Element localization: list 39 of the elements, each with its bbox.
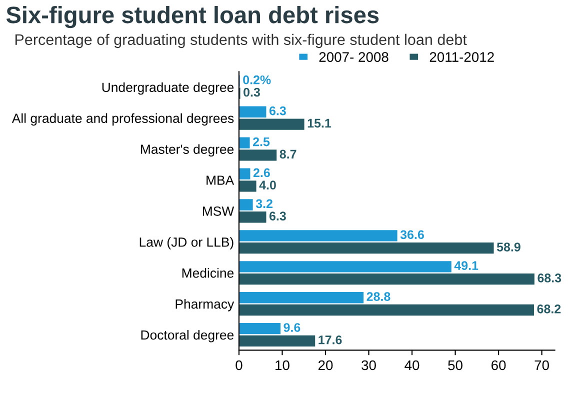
y-tick-label: Doctoral degree xyxy=(141,330,234,342)
x-tick-label: 10 xyxy=(276,360,290,370)
data-label: 2.5 xyxy=(253,137,270,146)
x-tick-label: 70 xyxy=(534,360,549,370)
x-tick-label: 40 xyxy=(404,360,420,370)
data-label: 36.6 xyxy=(400,230,424,240)
data-label: 28.8 xyxy=(366,292,390,301)
data-label: 68.2 xyxy=(537,304,561,314)
data-label: 0.2% xyxy=(243,75,271,84)
data-label: 9.6 xyxy=(284,323,300,332)
chart-subtitle: Percentage of graduating students with six-figure student loan debt xyxy=(15,34,467,48)
data-label: 49.1 xyxy=(454,261,478,270)
x-tick-label: 50 xyxy=(448,360,462,370)
data-label: 2.6 xyxy=(253,168,270,178)
legend-label: 2011-2012 xyxy=(430,52,494,62)
data-label: 6.3 xyxy=(269,106,286,116)
data-label: 0.3 xyxy=(244,88,260,97)
y-tick-label: Undergraduate degree xyxy=(102,82,234,95)
y-tick-label: All graduate and professional degrees xyxy=(12,113,234,126)
data-label: 68.3 xyxy=(538,274,562,282)
y-tick-label: Law (JD or LLB) xyxy=(140,237,234,250)
y-tick-label: MBA xyxy=(206,176,234,185)
x-tick-label: 0 xyxy=(236,360,242,370)
chart-title: Six-figure student loan debt rises xyxy=(6,6,379,28)
data-label: 6.3 xyxy=(269,212,286,221)
y-tick-label: MSW xyxy=(202,206,234,216)
y-tick-label: Medicine xyxy=(182,268,234,278)
x-tick-label: 20 xyxy=(318,360,333,370)
data-label: 17.6 xyxy=(318,335,342,344)
legend-label: 2007- 2008 xyxy=(319,52,388,62)
data-label: 4.0 xyxy=(259,180,276,190)
y-tick-label: Master's degree xyxy=(141,144,234,157)
x-tick-label: 30 xyxy=(362,360,376,370)
y-tick-label: Pharmacy xyxy=(176,299,234,312)
x-tick-label: 60 xyxy=(492,360,506,370)
data-label: 15.1 xyxy=(308,118,332,128)
data-label: 8.7 xyxy=(280,150,296,159)
data-label: 3.2 xyxy=(256,199,272,208)
data-label: 58.9 xyxy=(496,242,520,252)
